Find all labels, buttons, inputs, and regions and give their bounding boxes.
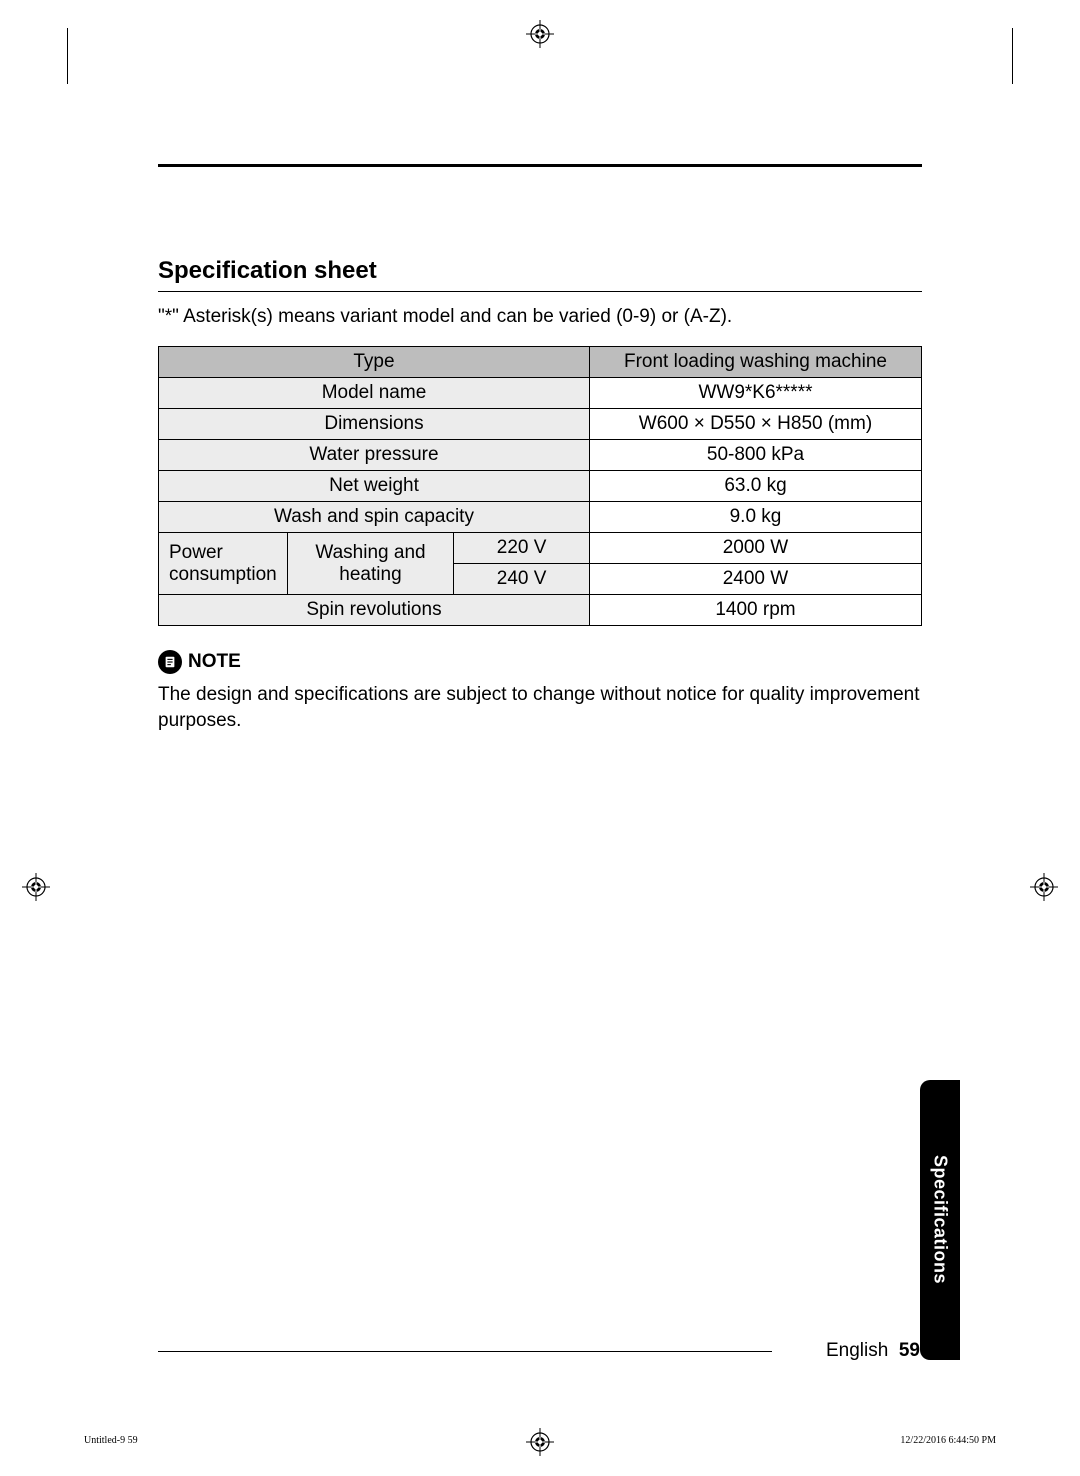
spec-label: Dimensions	[159, 409, 590, 440]
table-row: Type Front loading washing machine	[159, 347, 922, 378]
table-row: Water pressure 50-800 kPa	[159, 440, 922, 471]
spec-value: 9.0 kg	[589, 502, 921, 533]
note-text: The design and specifications are subjec…	[158, 682, 922, 733]
type-value: Front loading washing machine	[589, 347, 921, 378]
note-icon	[158, 650, 182, 674]
top-rule	[158, 164, 922, 167]
table-row: Spin revolutions 1400 rpm	[159, 595, 922, 626]
power-sub-label: Washing and heating	[287, 533, 453, 595]
note-heading-text: NOTE	[188, 651, 241, 673]
wattage-value: 2000 W	[589, 533, 921, 564]
footer-meta-left: Untitled-9 59	[84, 1435, 138, 1446]
spec-value: 50-800 kPa	[589, 440, 921, 471]
side-tab-label: Specifications	[930, 1155, 951, 1284]
section-subtext: "*" Asterisk(s) means variant model and …	[158, 306, 922, 328]
spec-value: WW9*K6*****	[589, 378, 921, 409]
power-label: Power consumption	[159, 533, 288, 595]
crop-mark	[1012, 28, 1013, 84]
registration-mark-icon	[22, 873, 50, 901]
section-title: Specification sheet	[158, 257, 922, 292]
table-row: Model name WW9*K6*****	[159, 378, 922, 409]
crop-mark	[67, 28, 68, 84]
spec-label: Model name	[159, 378, 590, 409]
note-heading: NOTE	[158, 650, 922, 674]
table-row: Power consumption Washing and heating 22…	[159, 533, 922, 564]
registration-mark-icon	[1030, 873, 1058, 901]
spec-value: W600 × D550 × H850 (mm)	[589, 409, 921, 440]
side-tab: Specifications	[920, 1080, 960, 1360]
specification-table: Type Front loading washing machine Model…	[158, 346, 922, 626]
spec-label: Water pressure	[159, 440, 590, 471]
spin-value: 1400 rpm	[589, 595, 921, 626]
footer-page-number: 59	[899, 1340, 920, 1361]
note-block: NOTE The design and specifications are s…	[158, 650, 922, 733]
table-row: Dimensions W600 × D550 × H850 (mm)	[159, 409, 922, 440]
spin-label: Spin revolutions	[159, 595, 590, 626]
table-row: Wash and spin capacity 9.0 kg	[159, 502, 922, 533]
footer-text: English 59	[826, 1340, 920, 1362]
footer-rule	[158, 1351, 772, 1352]
spec-value: 63.0 kg	[589, 471, 921, 502]
table-row: Net weight 63.0 kg	[159, 471, 922, 502]
spec-label: Net weight	[159, 471, 590, 502]
voltage-label: 220 V	[454, 533, 590, 564]
wattage-value: 2400 W	[589, 564, 921, 595]
registration-mark-icon	[526, 1428, 554, 1456]
voltage-label: 240 V	[454, 564, 590, 595]
page-content: Specification sheet "*" Asterisk(s) mean…	[158, 164, 922, 733]
registration-mark-icon	[526, 20, 554, 48]
spec-label: Wash and spin capacity	[159, 502, 590, 533]
type-header: Type	[159, 347, 590, 378]
footer-lang: English	[826, 1340, 888, 1361]
footer-meta-right: 12/22/2016 6:44:50 PM	[900, 1435, 996, 1446]
